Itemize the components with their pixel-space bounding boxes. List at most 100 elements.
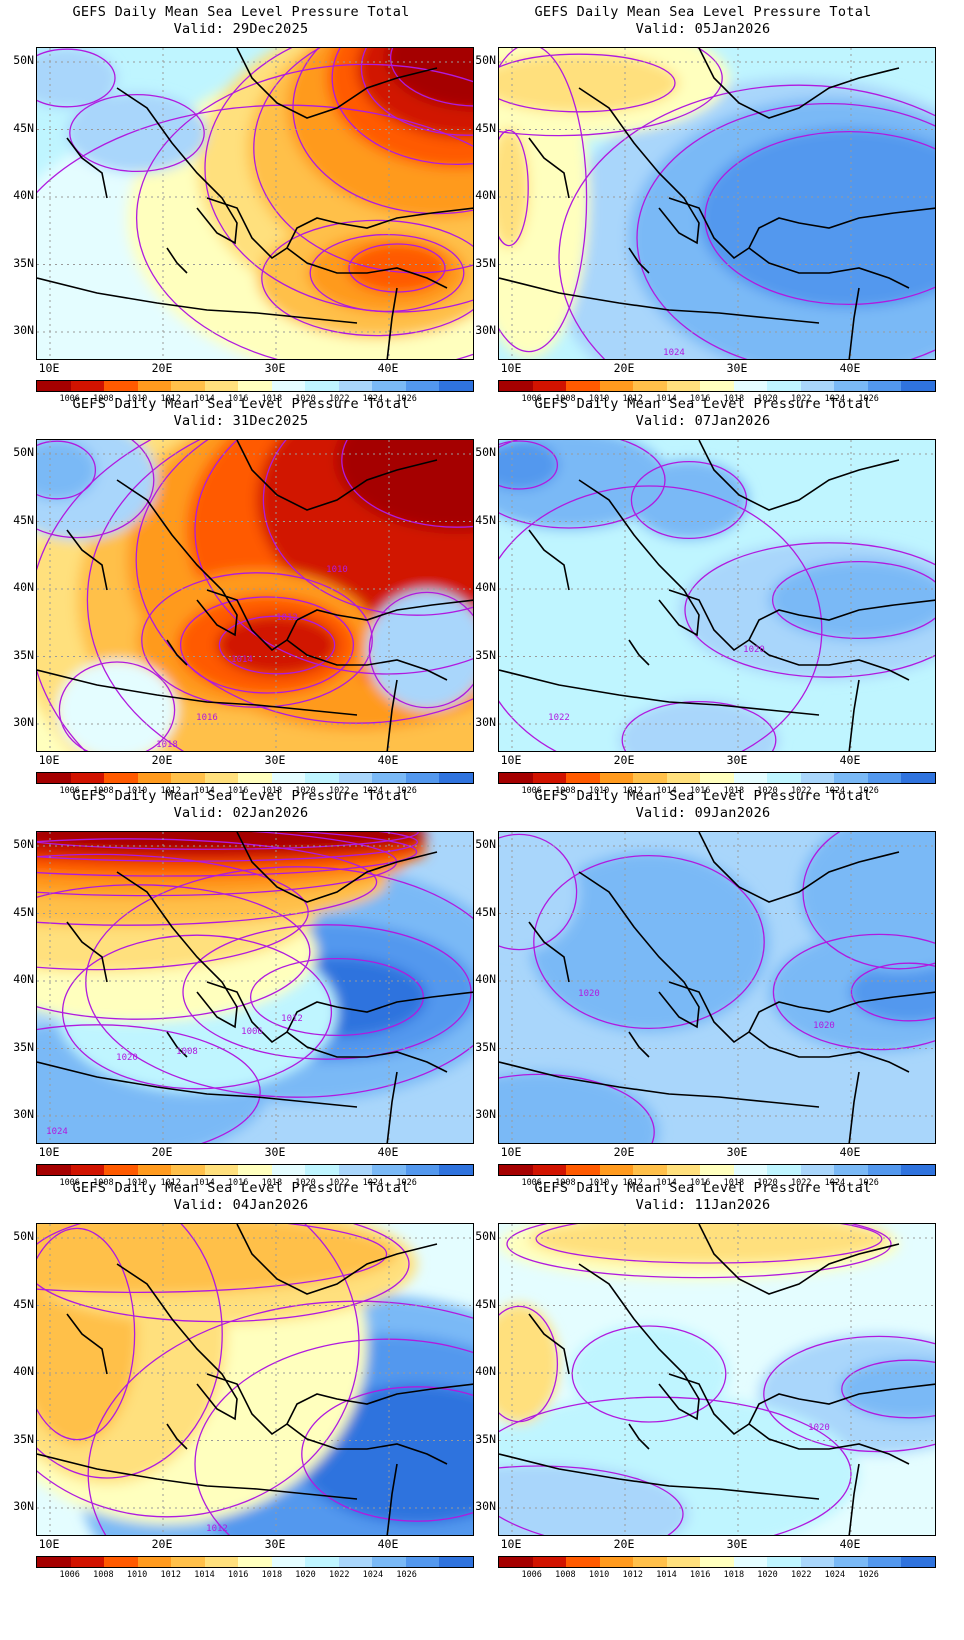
pressure-region — [499, 1072, 659, 1143]
colorbar-label: 1010 — [126, 1178, 148, 1188]
colorbar — [36, 380, 474, 392]
coastline — [206, 1373, 473, 1436]
colorbar-swatch — [767, 381, 801, 391]
colorbar-swatch — [800, 381, 835, 391]
colorbar-label: 1020 — [295, 1570, 316, 1580]
colorbar-label: 1018 — [261, 1178, 283, 1188]
colorbar-label: 1024 — [824, 1570, 846, 1580]
latitude-label: 40N — [13, 580, 34, 594]
latitude-label: 50N — [13, 1229, 34, 1243]
colorbar-label: 1024 — [362, 786, 384, 796]
coastline — [578, 871, 700, 1029]
isobar — [499, 1073, 655, 1143]
map-panel: GEFS Daily Mean Sea Level Pressure Total… — [0, 0, 482, 410]
colorbar-swatch — [104, 1557, 138, 1567]
colorbar-swatch — [271, 1557, 306, 1567]
colorbar-label: 1022 — [790, 786, 812, 796]
colorbar-swatch — [372, 1557, 406, 1567]
colorbar-label: 1024 — [362, 394, 384, 404]
latitude-label: 30N — [13, 323, 34, 337]
coastline — [166, 1423, 188, 1450]
longitude-label: 30E — [726, 1537, 748, 1551]
map-panel: GEFS Daily Mean Sea Level Pressure Total… — [0, 1176, 482, 1586]
pressure-map: 1024 — [498, 47, 936, 360]
pressure-map — [36, 47, 474, 360]
isobar — [772, 933, 935, 1051]
pressure-region — [499, 440, 559, 490]
colorbar-swatch — [37, 1165, 71, 1175]
colorbar-swatch — [104, 381, 138, 391]
isobar — [86, 440, 201, 751]
coastline — [286, 1031, 448, 1073]
colorbar-label: 1012 — [622, 1570, 644, 1580]
colorbar-swatch — [372, 773, 406, 783]
colorbar-swatch — [532, 1165, 567, 1175]
longitude-label: 10E — [38, 1145, 60, 1159]
colorbar-swatch — [901, 1557, 935, 1567]
colorbar-swatch — [867, 1165, 902, 1175]
coastline — [668, 1373, 935, 1436]
isobar — [636, 102, 935, 359]
isobar — [37, 48, 116, 108]
contour-label: 1020 — [808, 1423, 830, 1433]
isobar — [37, 1224, 410, 1323]
coastline — [528, 921, 570, 983]
pressure-field: 1008 1006 1012 1024 1020 — [37, 832, 473, 1143]
contour-label: 1020 — [578, 989, 600, 999]
coastline — [528, 1313, 570, 1375]
latitude-label: 30N — [13, 715, 34, 729]
colorbar-swatch — [37, 381, 71, 391]
pressure-region — [799, 832, 935, 972]
pressure-region — [67, 93, 207, 173]
pressure-map: 1022 1020 — [498, 439, 936, 752]
isobar — [194, 1338, 473, 1535]
longitude-label: 40E — [839, 1537, 861, 1551]
colorbar-label: 1026 — [396, 394, 417, 404]
pressure-region — [499, 832, 579, 952]
contour-label: 1016 — [196, 713, 218, 723]
isobar — [37, 440, 155, 539]
isobar — [135, 440, 473, 724]
coastline — [206, 981, 473, 1044]
colorbar-label: 1026 — [858, 1178, 879, 1188]
colorbar-label: 1014 — [656, 394, 677, 404]
isobar — [535, 1224, 883, 1264]
latitude-label: 35N — [475, 1431, 496, 1446]
colorbar-label: 1010 — [126, 786, 148, 796]
coastline — [66, 137, 108, 199]
isobar — [58, 661, 176, 751]
coastline — [748, 1031, 910, 1073]
coastline — [166, 639, 188, 666]
pressure-field: 1018 1016 1014 1012 1010 — [37, 440, 473, 751]
contour-label: 1020 — [116, 1053, 138, 1063]
coastline — [166, 247, 188, 274]
coastline — [66, 529, 108, 591]
colorbar-swatch — [338, 381, 373, 391]
colorbar-label: 1024 — [362, 1178, 384, 1188]
colorbar-swatch — [733, 1557, 768, 1567]
coastline — [66, 921, 108, 983]
colorbar-swatch — [171, 1165, 205, 1175]
isobar — [499, 1305, 559, 1423]
coastline — [748, 247, 910, 289]
isobar — [802, 832, 935, 970]
contour-label: 1012 — [276, 613, 298, 623]
colorbar-swatch — [137, 773, 172, 783]
colorbar-swatch — [532, 1557, 567, 1567]
colorbar-swatch — [800, 1557, 835, 1567]
longitude-label: 30E — [264, 1537, 286, 1551]
isobar — [368, 591, 473, 709]
longitude-label: 40E — [377, 1145, 399, 1159]
colorbar-swatch — [767, 1165, 801, 1175]
isobar — [37, 832, 418, 877]
colorbar-label: 1006 — [521, 1570, 542, 1580]
colorbar-label: 1006 — [521, 786, 542, 796]
coastline — [528, 137, 570, 199]
coastline — [698, 48, 900, 119]
colorbar-swatch — [70, 773, 105, 783]
colorbar-label: 1020 — [757, 1570, 778, 1580]
coastline — [668, 589, 935, 652]
contour-label: 1008 — [176, 1047, 198, 1057]
colorbar-label: 1026 — [858, 786, 879, 796]
colorbar-label: 1022 — [790, 1178, 812, 1188]
